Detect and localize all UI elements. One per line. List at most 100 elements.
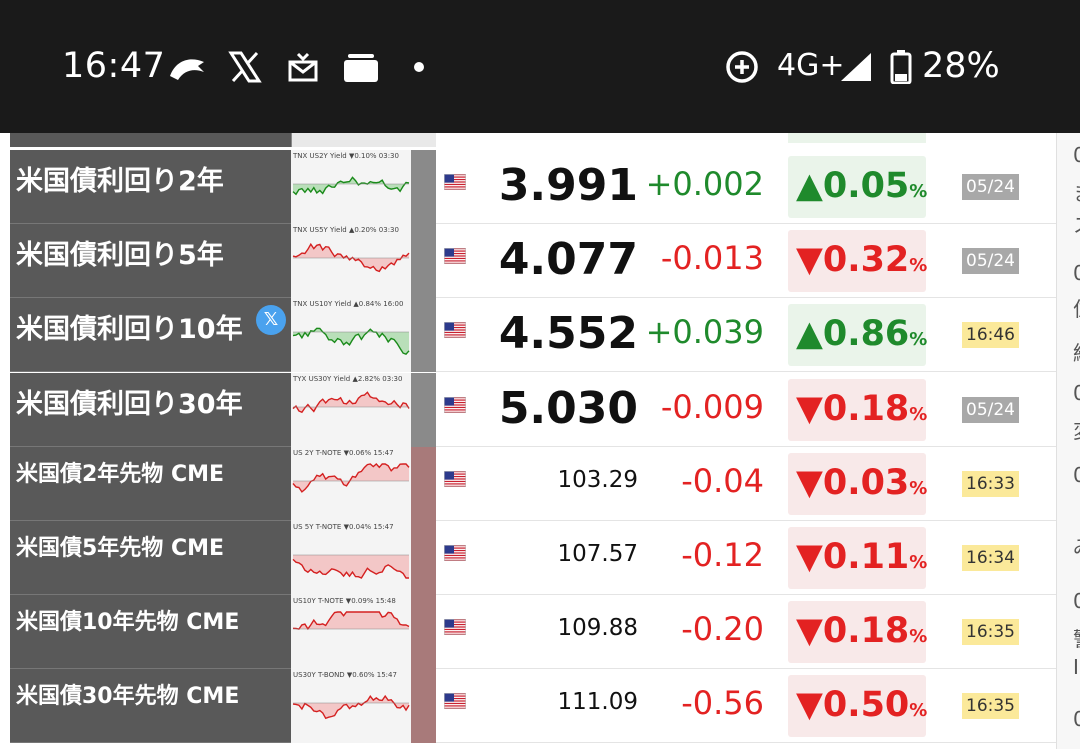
mini-chart[interactable]: US30Y T-BOND ▼0.60% 15:47 (291, 669, 436, 743)
percent-value: ▼0.03 (796, 463, 910, 503)
right-column-text: 給 (1073, 337, 1080, 366)
mini-chart[interactable]: TNX US10Y Yield ▲0.84% 16:00 (291, 298, 436, 372)
mini-chart[interactable]: US10Y T-NOTE ▼0.09% 15:48 (291, 595, 436, 669)
instrument-name-cell[interactable]: 米国債10年先物 CME (10, 595, 291, 669)
percent-unit: % (909, 700, 928, 721)
instrument-name[interactable]: 米国債10年先物 CME (16, 610, 240, 635)
right-column-text: 0 (1073, 463, 1080, 487)
chart-label: TNX US5Y Yield ▲0.20% 03:30 (292, 226, 399, 234)
instrument-name[interactable]: 米国債利回り10年 (16, 314, 243, 345)
percent-change: ▼0.03% (796, 463, 927, 503)
sparkline-chart: TNX US10Y Yield ▲0.84% 16:00 (291, 298, 436, 372)
price-value: 111.09 (557, 689, 638, 715)
instrument-name[interactable]: 米国債5年先物 CME (16, 536, 225, 561)
chart-label: TNX US10Y Yield ▲0.84% 16:00 (292, 300, 403, 308)
percent-change: ▲0.05% (796, 166, 927, 206)
right-column-text: 0 (1073, 381, 1080, 405)
percent-change: ▼0.18% (796, 611, 927, 651)
instrument-name[interactable]: 米国債利回り5年 (16, 240, 224, 271)
sparkline-chart: US10Y T-NOTE ▼0.09% 15:48 (291, 595, 436, 669)
instrument-name[interactable]: 米国債利回り2年 (16, 166, 224, 197)
us-flag-icon (444, 693, 466, 709)
update-time: 16:33 (962, 471, 1019, 497)
percent-value: ▼0.18 (796, 611, 910, 651)
change-value: +0.002 (645, 165, 764, 203)
percent-change-box: ▼0.50% (788, 675, 927, 737)
percent-value: ▲0.86 (796, 314, 910, 354)
percent-change-box: ▼0.32% (788, 230, 927, 292)
chart-price-axis (411, 373, 436, 447)
chart-price-axis (411, 521, 436, 595)
right-column-text: I (1073, 655, 1079, 679)
right-column-text: ま (1073, 177, 1080, 206)
mini-chart[interactable]: US 5Y T-NOTE ▼0.04% 15:47 (291, 521, 436, 595)
table-row[interactable]: 米国債10年先物 CME US10Y T-NOTE ▼0.09% 15:48 109… (10, 595, 1056, 669)
percent-unit: % (909, 626, 928, 647)
percent-unit: % (909, 329, 928, 350)
chart-label: US 5Y T-NOTE ▼0.04% 15:47 (293, 523, 394, 531)
percent-value: ▼0.11 (796, 537, 910, 577)
instrument-name-cell[interactable]: 米国債利回り5年 (10, 224, 291, 298)
table-row[interactable]: 米国債利回り5年 TNX US5Y Yield ▲0.20% 03:30 4.077… (10, 224, 1056, 298)
right-column-text: ス (1073, 209, 1080, 238)
quote-data-cell: 107.57 -0.12 ▼0.11% 16:34 (436, 521, 1056, 595)
change-value: -0.04 (681, 462, 764, 500)
chart-line (292, 611, 410, 631)
instrument-name-cell[interactable]: 米国債5年先物 CME (10, 521, 291, 595)
mini-chart[interactable]: TNX US2Y Yield ▼0.10% 03:30 (291, 150, 436, 224)
instrument-name-cell[interactable]: 米国債30年先物 CME (10, 669, 291, 743)
chart-area (293, 612, 409, 630)
table-row[interactable]: 米国債2年先物 CME US 2Y T-NOTE ▼0.06% 15:47 103.… (10, 447, 1056, 521)
right-column-partial: 0 まス 0 住給 0 変 0 み 0 警I 0 (1056, 133, 1080, 749)
chart-price-axis (411, 150, 436, 224)
table-row[interactable]: 米国債利回り2年 TNX US2Y Yield ▼0.10% 03:30 3.991… (10, 150, 1056, 224)
us-flag-icon (444, 471, 466, 487)
us-flag-icon (444, 397, 466, 413)
instrument-name-cell[interactable]: 米国債2年先物 CME (10, 447, 291, 521)
data-saver-icon (726, 51, 758, 83)
instrument-name[interactable]: 米国債利回り30年 (16, 389, 243, 420)
mini-chart[interactable]: TYX US30Y Yield ▲2.82% 03:30 (291, 373, 436, 447)
quote-data-cell: 4.552 +0.039 ▲0.86% 16:46 (436, 298, 1056, 372)
percent-change: ▼0.18% (796, 389, 927, 429)
chart-area (293, 464, 409, 492)
instrument-name-cell[interactable]: 米国債利回り10年 𝕏 (10, 298, 291, 372)
percent-change-box: ▼0.18% (788, 601, 927, 663)
price-value: 4.077 (498, 234, 638, 285)
chart-line (292, 391, 410, 414)
chart-price-axis (411, 595, 436, 669)
update-time: 05/24 (962, 248, 1019, 274)
percent-change: ▲0.86% (796, 314, 927, 354)
percent-change-box: ▼0.18% (788, 379, 927, 441)
mini-chart[interactable]: US 2Y T-NOTE ▼0.06% 15:47 (291, 447, 436, 521)
x-share-icon[interactable]: 𝕏 (256, 305, 286, 335)
chart-line (292, 558, 409, 579)
update-time: 16:34 (962, 545, 1019, 571)
chart-line (292, 694, 410, 720)
price-value: 103.29 (557, 467, 638, 493)
quote-data-cell: 3.991 +0.002 ▲0.05% 05/24 (436, 150, 1056, 224)
sparkline-chart: TYX US30Y Yield ▲2.82% 03:30 (291, 373, 436, 447)
us-flag-icon (444, 619, 466, 635)
quote-data-cell: 111.09 -0.56 ▼0.50% 16:35 (436, 669, 1056, 743)
update-time: 05/24 (962, 174, 1019, 200)
instrument-name[interactable]: 米国債2年先物 CME (16, 462, 225, 487)
percent-unit: % (909, 404, 928, 425)
chart-price-axis (411, 447, 436, 521)
change-value: +0.039 (645, 313, 764, 351)
mail-app-icon (170, 59, 204, 80)
update-time: 05/24 (962, 397, 1019, 423)
percent-value: ▼0.32 (796, 240, 910, 280)
table-row[interactable]: 米国債利回り30年 TYX US30Y Yield ▲2.82% 03:30 5.0… (10, 373, 1056, 447)
battery-icon (890, 50, 912, 84)
table-row[interactable]: 米国債30年先物 CME US30Y T-BOND ▼0.60% 15:47 111… (10, 669, 1056, 743)
table-row[interactable]: 米国債利回り10年 𝕏 TNX US10Y Yield ▲0.84% 16:00 4.… (10, 298, 1056, 372)
percent-change: ▼0.50% (796, 685, 927, 725)
mini-chart[interactable]: TNX US5Y Yield ▲0.20% 03:30 (291, 224, 436, 298)
table-row[interactable]: 米国債5年先物 CME US 5Y T-NOTE ▼0.04% 15:47 107.… (10, 521, 1056, 595)
instrument-name[interactable]: 米国債30年先物 CME (16, 684, 240, 709)
network-type: 4G+ (777, 48, 845, 83)
quote-data-cell: 103.29 -0.04 ▼0.03% 16:33 (436, 447, 1056, 521)
instrument-name-cell[interactable]: 米国債利回り30年 (10, 373, 291, 447)
instrument-name-cell[interactable]: 米国債利回り2年 (10, 150, 291, 224)
